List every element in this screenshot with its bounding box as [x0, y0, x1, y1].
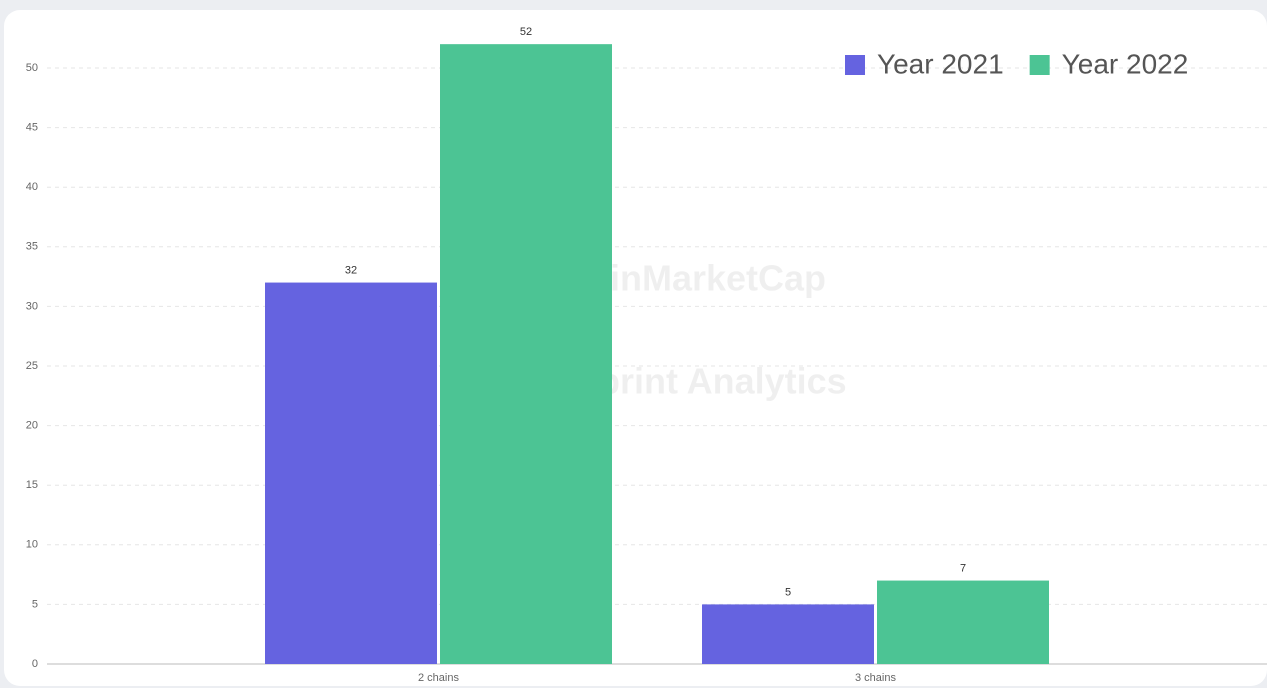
- legend-label: Year 2021: [877, 48, 1004, 79]
- y-tick-label: 25: [26, 360, 38, 372]
- y-tick-label: 30: [26, 300, 38, 312]
- legend-swatch: [1029, 55, 1050, 75]
- data-label: 5: [785, 586, 791, 598]
- panel: [4, 10, 1267, 686]
- x-tick-label: 3 chains: [855, 672, 896, 684]
- data-label: 52: [520, 26, 532, 38]
- y-tick-label: 5: [32, 598, 38, 610]
- legend-label: Year 2022: [1062, 48, 1189, 79]
- y-tick-label: 20: [26, 420, 38, 432]
- bar: [440, 44, 612, 665]
- y-tick-label: 45: [26, 122, 38, 134]
- bar: [702, 604, 874, 664]
- bar: [877, 580, 1049, 664]
- y-tick-label: 15: [26, 479, 38, 491]
- y-tick-label: 50: [26, 62, 38, 74]
- y-tick-label: 0: [32, 658, 38, 670]
- legend-swatch: [845, 55, 865, 75]
- x-tick-label: 2 chains: [418, 672, 459, 684]
- y-tick-label: 10: [26, 539, 38, 551]
- data-label: 7: [960, 562, 966, 574]
- data-label: 32: [345, 264, 357, 276]
- y-tick-label: 40: [26, 181, 38, 193]
- bar: [265, 282, 437, 664]
- y-tick-label: 35: [26, 241, 38, 253]
